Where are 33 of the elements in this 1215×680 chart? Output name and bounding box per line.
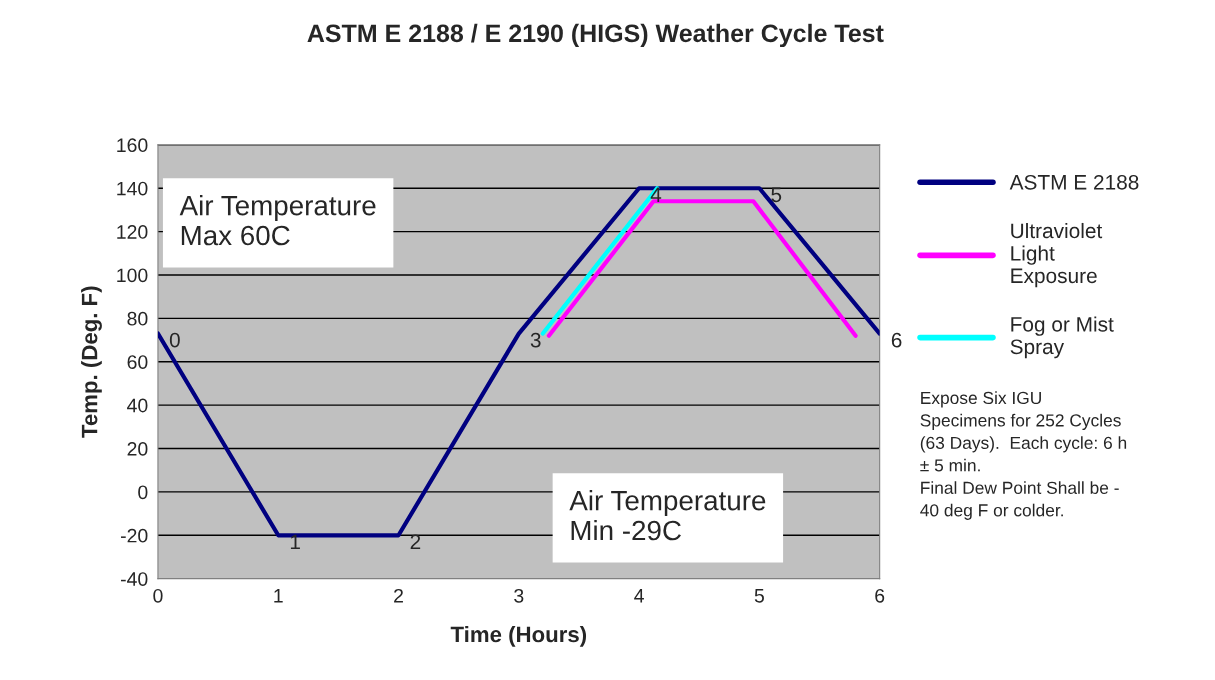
y-tick-label: 40 [127, 398, 148, 413]
x-tick-label: 1 [274, 589, 283, 603]
x-tick-label: 5 [754, 589, 764, 603]
y-tick-label: 140 [117, 181, 148, 196]
annotation: 1 [290, 534, 300, 550]
y-tick-label: 60 [127, 355, 148, 369]
y-tick-label: -40 [120, 572, 148, 586]
legend-label: ASTM E 2188 [1009, 174, 1139, 190]
text: Expose Six IGU Specimens for 252 Cycles (63 Days). Each cycle: 6 h ± 5 min. Final Dew Point Shall be - 40 deg F or colder. [920, 391, 1127, 520]
annotation: Air Temperature Min -29C [569, 490, 766, 541]
x-axis-title: Time (Hours) [450, 625, 587, 647]
x-tick-label: 0 [153, 588, 163, 603]
y-tick-label: 0 [138, 485, 148, 500]
annotation: Air Temperature Max 60C [179, 195, 376, 246]
y-axis-title: Temp. (Deg. F) [81, 286, 102, 438]
y-tick-label: 160 [117, 138, 148, 153]
annotation: 2 [410, 534, 421, 550]
annotation: 3 [530, 332, 541, 348]
y-tick-label: 100 [117, 268, 148, 283]
x-tick-label: 2 [394, 588, 403, 603]
x-tick-label: 4 [634, 589, 644, 603]
y-tick-label: 120 [117, 225, 148, 239]
legend-label: Ultraviolet Light Exposure [1011, 222, 1103, 288]
legend-label: Fog or Mist Spray [1010, 316, 1114, 359]
chart-title: ASTM E 2188 / E 2190 (HIGS) Weather Cycle Test [307, 23, 884, 48]
x-tick-label: 3 [514, 588, 524, 603]
y-tick-label: 20 [127, 442, 148, 456]
annotation: 0 [169, 332, 180, 348]
x-tick-label: 6 [875, 588, 885, 603]
y-tick-label: -20 [120, 528, 148, 543]
y-tick-label: 80 [127, 311, 148, 326]
annotation: 5 [771, 187, 782, 203]
annotation: 6 [891, 332, 902, 348]
